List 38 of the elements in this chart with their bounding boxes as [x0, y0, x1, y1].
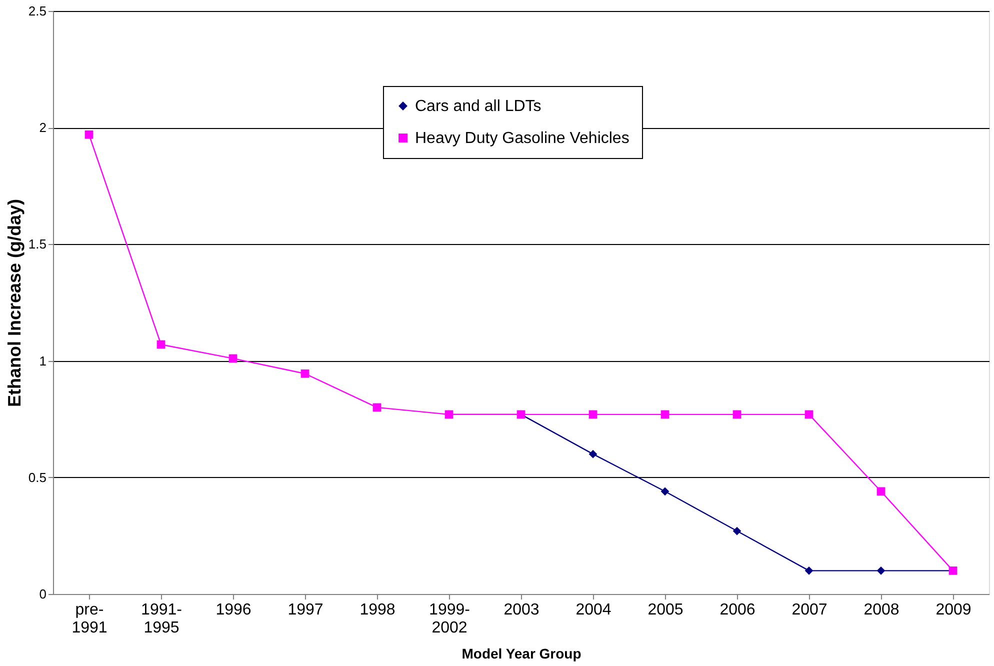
point [732, 410, 742, 419]
y-tick-label: 1.5 [28, 236, 46, 252]
y-tick-label: 1 [39, 353, 46, 368]
point [876, 566, 886, 575]
point [660, 410, 670, 419]
y-tick-label: 0 [39, 586, 46, 602]
x-tick-label: 1999-2002 [429, 602, 470, 636]
point [732, 526, 742, 536]
x-tick-label: 1997 [288, 602, 324, 618]
point [804, 410, 814, 419]
y-tick-label: 2.5 [28, 4, 46, 18]
x-tick-label: 2003 [504, 602, 540, 618]
point [660, 487, 670, 496]
y-tick-label: 2 [39, 120, 46, 136]
y-axis-title: Ethanol Increase (g/day) [4, 198, 24, 408]
point [372, 403, 382, 412]
x-tick-label: 2007 [792, 602, 828, 618]
x-tick-label: 1998 [360, 602, 396, 618]
x-tick-label: 1991-1995 [141, 602, 182, 636]
x-tick-label: 2009 [936, 602, 972, 618]
point [228, 354, 238, 363]
x-tick-label: 2004 [576, 602, 612, 618]
point [804, 566, 814, 575]
point [588, 410, 598, 419]
point [300, 369, 310, 378]
x-axis-title: Model Year Group [462, 646, 582, 662]
x-tick-label: pre-1991 [72, 602, 108, 636]
y-tick-label: 0.5 [28, 470, 46, 485]
point [156, 340, 166, 349]
point [876, 487, 886, 496]
x-tick-label: 1996 [216, 602, 252, 618]
x-tick-label: 2008 [864, 602, 900, 618]
x-tick-label: 2005 [648, 602, 684, 618]
legend-label: Heavy Duty Gasoline Vehicles [415, 130, 630, 147]
legend-label: Cars and all LDTs [415, 98, 542, 115]
point [588, 450, 598, 458]
point [84, 130, 94, 139]
x-tick-label: 2006 [720, 602, 756, 618]
